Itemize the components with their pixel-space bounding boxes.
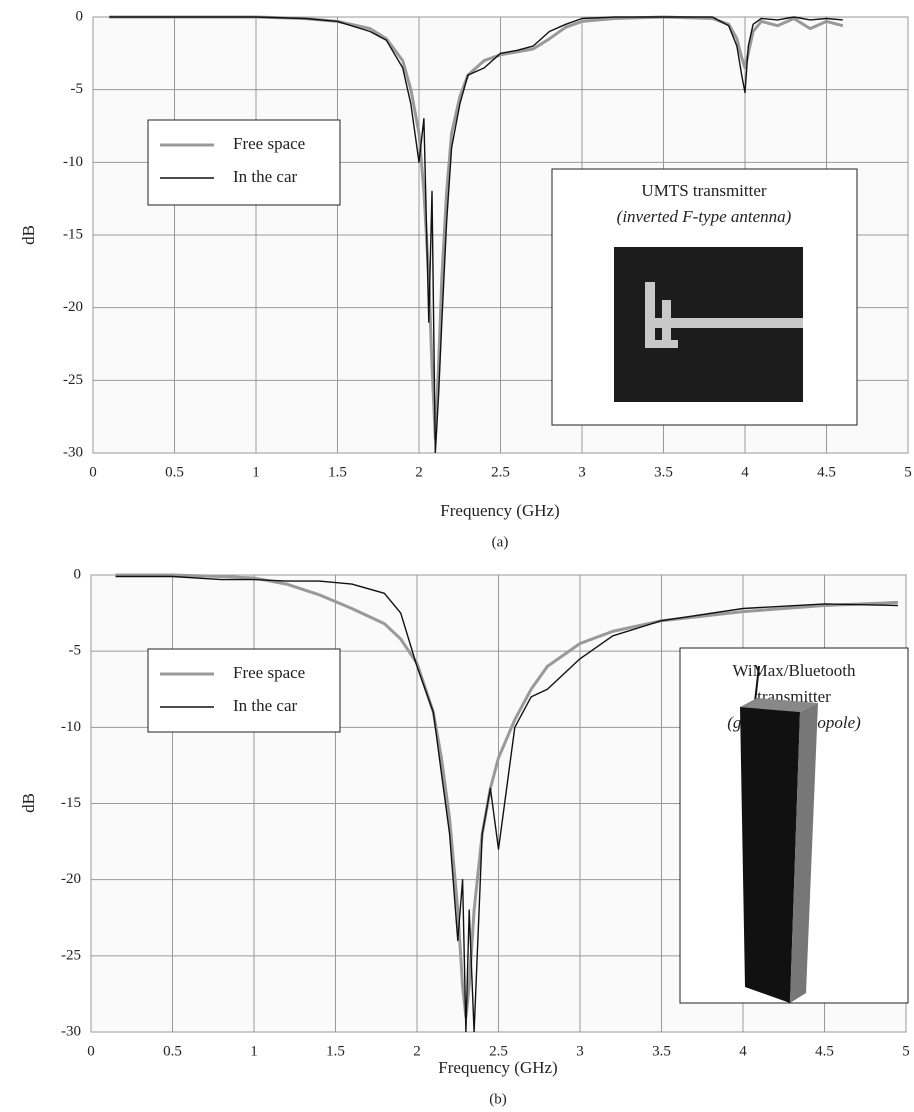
antenna-trace — [645, 282, 655, 348]
y-tick-label: -20 — [63, 299, 83, 315]
series-line — [109, 16, 843, 453]
y-tick-label: 0 — [76, 8, 84, 24]
y-tick-label: -25 — [63, 372, 83, 388]
series-line — [115, 573, 898, 1019]
antenna-trace — [655, 318, 803, 328]
legend-label: In the car — [233, 696, 298, 715]
y-tick-label: -20 — [61, 871, 81, 887]
y-tick-label: -5 — [69, 643, 82, 659]
x-tick-label: 5 — [904, 464, 912, 480]
y-tick-label: -30 — [63, 444, 83, 460]
x-tick-label: 1.5 — [326, 1043, 345, 1059]
legend-label: In the car — [233, 167, 298, 186]
y-tick-label: -10 — [61, 719, 81, 735]
y-tick-label: -15 — [61, 795, 81, 811]
monopole-top — [740, 698, 818, 712]
y-tick-label: -25 — [61, 947, 81, 963]
x-tick-label: 3.5 — [652, 1043, 671, 1059]
y-tick-label: -15 — [63, 226, 83, 242]
y-tick-label: -30 — [61, 1023, 81, 1039]
antenna-trace — [645, 340, 678, 348]
x-tick-label: 0 — [89, 464, 97, 480]
y-axis-label: dB — [19, 793, 38, 813]
x-tick-label: 3 — [578, 464, 586, 480]
legend-label: Free space — [233, 134, 305, 153]
x-axis-label: Frequency (GHz) — [438, 1058, 557, 1077]
monopole-wire — [754, 665, 760, 703]
x-tick-label: 1 — [250, 1043, 258, 1059]
monopole-front — [740, 707, 800, 1003]
x-tick-label: 4 — [741, 464, 749, 480]
x-tick-label: 1.5 — [328, 464, 347, 480]
y-tick-label: -10 — [63, 154, 83, 170]
series-line — [115, 575, 898, 1032]
x-tick-label: 0.5 — [165, 464, 184, 480]
x-tick-label: 5 — [902, 1043, 910, 1059]
x-tick-label: 3.5 — [654, 464, 673, 480]
inset-label: UMTS transmitter — [641, 181, 766, 200]
x-tick-label: 2.5 — [489, 1043, 508, 1059]
inset-label: (inverted F-type antenna) — [617, 207, 792, 226]
x-tick-label: 2.5 — [491, 464, 510, 480]
x-tick-label: 3 — [576, 1043, 584, 1059]
x-tick-label: 4.5 — [815, 1043, 834, 1059]
x-tick-label: 2 — [413, 1043, 421, 1059]
legend-box — [147, 119, 341, 206]
inset-label: WiMax/Bluetooth — [732, 661, 856, 680]
y-axis-label: dB — [19, 225, 38, 245]
caption: (b) — [489, 1091, 507, 1107]
y-tick-label: -5 — [71, 81, 84, 97]
legend-box — [147, 648, 341, 733]
x-tick-label: 2 — [415, 464, 423, 480]
series-line — [109, 15, 844, 440]
x-axis-label: Frequency (GHz) — [440, 501, 559, 520]
x-tick-label: 1 — [252, 464, 260, 480]
legend-label: Free space — [233, 663, 305, 682]
x-tick-label: 4 — [739, 1043, 747, 1059]
caption: (a) — [492, 534, 509, 550]
monopole-side — [790, 703, 818, 1003]
x-tick-label: 4.5 — [817, 464, 836, 480]
y-tick-label: 0 — [74, 566, 82, 582]
x-tick-label: 0 — [87, 1043, 95, 1059]
x-tick-label: 0.5 — [163, 1043, 182, 1059]
